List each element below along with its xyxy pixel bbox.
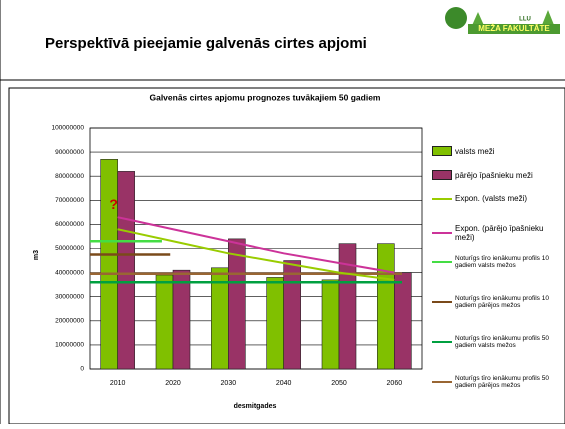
legend-label: Noturīgs tīro ienākumu profils 50 gadiem… (455, 335, 549, 349)
y-tick-label: 20000000 (55, 318, 84, 325)
trendline (117, 228, 395, 281)
y-tick-label: 70000000 (55, 197, 84, 204)
bar (155, 274, 174, 370)
bar (266, 277, 284, 370)
y-tick-label: 80000000 (55, 173, 84, 180)
x-tick-label: 2050 (331, 380, 347, 387)
logo: LLU MEŽA FAKULTĀTE (445, 7, 560, 34)
y-tick-label: 0 (80, 366, 84, 373)
x-tick-label: 2060 (387, 380, 403, 387)
x-tick-label: 2040 (276, 380, 292, 387)
legend-label: Expon. (pārējo īpašnieku meži) (455, 224, 544, 242)
y-tick-label: 60000000 (55, 221, 84, 228)
legend-item: Noturīgs tīro ienākumu profils 50 gadiem… (432, 335, 560, 349)
legend-swatch (432, 146, 452, 156)
y-axis-label: m3 (33, 250, 40, 260)
slide-title: Perspektīvā pieejamie galvenās cirtes ap… (45, 35, 367, 52)
y-tick-label: 50000000 (55, 245, 84, 252)
bar (172, 269, 191, 370)
bar (283, 260, 301, 370)
y-tick-label: 10000000 (55, 342, 84, 349)
logo-small: LLU (519, 17, 531, 23)
legend-label: Expon. (valsts meži) (455, 194, 528, 203)
y-tick-label: 90000000 (55, 149, 84, 156)
legend-swatch (432, 298, 452, 306)
trendline (117, 216, 395, 274)
legend-item: Noturīgs tīro ienākumu profils 10 gadiem… (432, 295, 560, 309)
bar (117, 171, 135, 370)
bar (377, 243, 395, 370)
legend-label: Noturīgs tīro ienākumu profils 10 gadiem… (455, 255, 549, 269)
legend-swatch (432, 378, 452, 386)
bar (228, 238, 246, 370)
y-tick-label: 40000000 (55, 269, 84, 276)
legend-swatch (432, 229, 452, 237)
legend-item: pārējo īpašnieku meži (432, 170, 560, 180)
legend-label: pārējo īpašnieku meži (455, 170, 533, 180)
legend-item: Noturīgs tīro ienākumu profils 10 gadiem… (432, 255, 560, 269)
bar (394, 272, 412, 370)
chart-title: Galvenās cirtes apjomu prognozes tuvākaj… (149, 92, 380, 102)
legend-item: valsts meži (432, 146, 560, 156)
legend-swatch (432, 170, 452, 180)
bar (100, 159, 118, 370)
logo-text: MEŽA FAKULTĀTE (478, 24, 550, 33)
annotation: ? (109, 196, 118, 212)
legend-item: Expon. (pārējo īpašnieku meži) (432, 224, 560, 242)
x-axis-label: desmitgades (234, 403, 277, 410)
legend-label: Noturīgs tīro ienākumu profils 50 gadiem… (455, 375, 549, 389)
y-tick-label: 100000000 (51, 125, 84, 132)
legend-swatch (432, 338, 452, 346)
bar (321, 279, 340, 370)
x-tick-label: 2010 (110, 380, 126, 387)
x-tick-label: 2030 (221, 380, 237, 387)
y-tick-label: 30000000 (55, 293, 84, 300)
legend-label: valsts meži (455, 146, 495, 156)
legend-swatch (432, 195, 452, 203)
legend-label: Noturīgs tīro ienākumu profils 10 gadiem… (455, 295, 549, 309)
legend-swatch (432, 258, 452, 266)
legend-item: Expon. (valsts meži) (432, 194, 560, 203)
x-tick-label: 2020 (165, 380, 181, 387)
legend-item: Noturīgs tīro ienākumu profils 50 gadiem… (432, 375, 560, 389)
